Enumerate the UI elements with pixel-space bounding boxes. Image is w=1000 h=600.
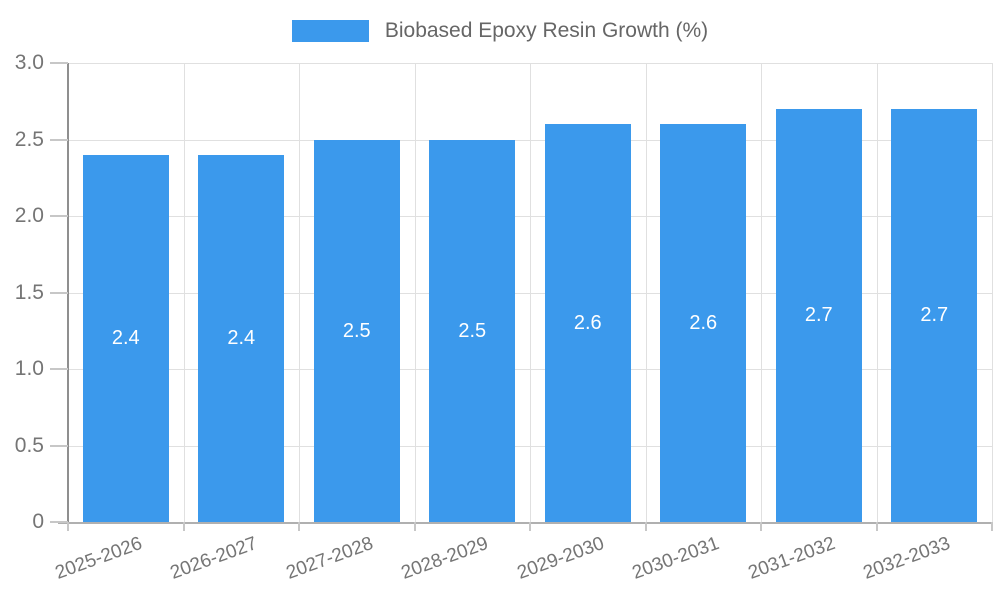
x-axis-category-label: 2030-2031 [629,533,723,584]
bar[interactable] [891,108,978,522]
x-gridline [761,63,762,522]
legend[interactable]: Biobased Epoxy Resin Growth (%) [0,20,1000,42]
x-axis-tick [413,522,416,531]
x-axis-category-label: 2031-2032 [745,533,838,584]
x-gridline [992,63,993,522]
y-axis-tick [50,521,68,523]
x-axis-tick [529,522,531,531]
y-axis-tick-label: 3.0 [14,51,44,74]
x-gridline [183,63,185,522]
y-axis-tick [50,291,68,294]
x-axis-tick [991,522,993,531]
x-gridline [876,63,878,522]
x-gridline [299,63,300,522]
y-axis-tick [50,138,68,141]
y-axis-tick-label: 0 [32,510,44,533]
x-axis-tick [182,522,185,531]
y-axis-tick-label: 0.5 [14,433,44,457]
y-axis-tick [50,62,68,64]
y-axis-tick [50,444,68,447]
x-gridline [645,63,647,522]
x-axis-category-label: 2027-2028 [283,533,376,584]
y-axis-line [67,63,69,522]
x-axis-tick [875,522,878,531]
x-axis-line [58,522,992,524]
y-axis-tick-label: 1.0 [14,357,44,380]
x-gridline [530,63,531,522]
x-axis-category-label: 2032-2033 [860,533,954,584]
y-axis-tick-label: 1.5 [14,280,44,304]
bar[interactable] [660,124,747,522]
x-axis-tick [298,522,300,531]
bar[interactable] [313,139,400,522]
bar[interactable] [544,124,631,522]
y-axis-tick [50,368,68,370]
legend-swatch [291,20,369,42]
y-axis-tick-label: 2.5 [14,127,44,151]
x-axis-tick [67,522,69,531]
bar[interactable] [429,139,516,522]
x-axis-category-label: 2029-2030 [514,533,607,584]
bar[interactable] [775,108,862,522]
x-axis-category-label: 2025-2026 [52,533,145,584]
y-axis-tick-label: 2.0 [14,204,44,227]
x-axis-category-label: 2026-2027 [167,533,261,584]
plot-area: 0 0.5 1.0 1.5 2.0 2.5 3.0 2.4 2025-2026 2.4 2026-2… [15,51,993,584]
bar[interactable] [198,154,285,522]
x-gridline [414,63,416,522]
x-axis-tick [760,522,762,531]
x-axis-category-label: 2028-2029 [398,533,492,584]
x-axis-tick [644,522,647,531]
bar[interactable] [82,154,169,522]
legend-label: Biobased Epoxy Resin Growth (%) [384,19,709,42]
y-axis-tick [50,215,68,217]
